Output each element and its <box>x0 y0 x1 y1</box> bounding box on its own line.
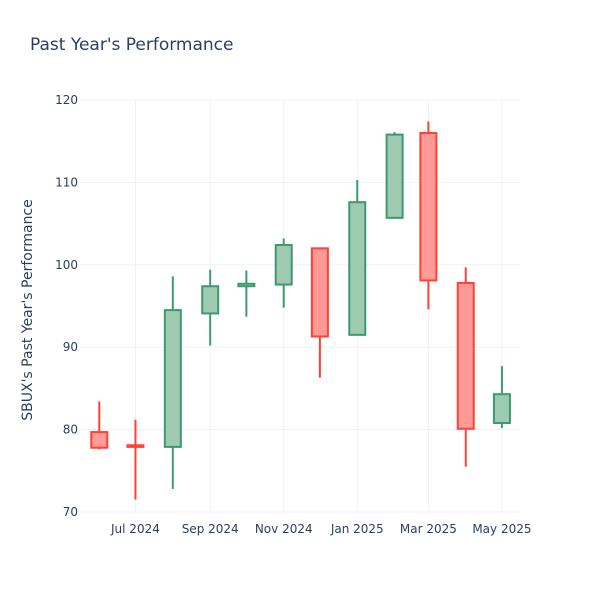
candle <box>456 267 475 467</box>
candle-body <box>492 393 511 425</box>
y-tick-label: 110 <box>55 175 78 189</box>
candle-body <box>419 131 438 282</box>
y-tick-label: 90 <box>63 340 78 354</box>
candle-body <box>163 309 182 448</box>
candle <box>201 269 220 346</box>
candle-body <box>385 133 404 219</box>
candle <box>274 238 293 308</box>
y-axis-label: SBUX's Past Year's Performance <box>20 199 36 421</box>
candle <box>385 132 404 219</box>
candle <box>348 179 367 336</box>
candle-body <box>310 247 329 338</box>
x-tick-label: Mar 2025 <box>400 522 457 536</box>
candle <box>90 401 109 450</box>
candle-body <box>274 244 293 286</box>
x-tick-label: Jan 2025 <box>330 522 384 536</box>
y-tick-label: 80 <box>63 423 78 437</box>
y-tick-label: 70 <box>63 505 78 519</box>
candle <box>237 270 256 317</box>
candle-body <box>348 201 367 336</box>
y-tick-label: 120 <box>55 93 78 107</box>
candle-body <box>126 444 145 448</box>
chart-title: Past Year's Performance <box>30 35 234 55</box>
candle <box>310 247 329 378</box>
x-tick-label: Jul 2024 <box>110 522 160 536</box>
candle <box>163 276 182 489</box>
x-tick-label: May 2025 <box>472 522 531 536</box>
candle-body <box>237 282 256 288</box>
candle <box>419 121 438 310</box>
candle <box>492 366 511 428</box>
candle-body <box>456 281 475 430</box>
axis-layer: 70 80 90 100 110 120 Jul 2024 Sep 2024 Nov 2024 J… <box>55 93 531 536</box>
x-tick-label: Sep 2024 <box>182 522 239 536</box>
candle-body <box>90 431 109 449</box>
candle-layer <box>90 121 511 500</box>
y-tick-label: 100 <box>55 258 78 272</box>
candle <box>126 419 145 500</box>
grid-layer <box>80 99 520 513</box>
x-tick-label: Nov 2024 <box>255 522 313 536</box>
candle-body <box>201 285 220 315</box>
